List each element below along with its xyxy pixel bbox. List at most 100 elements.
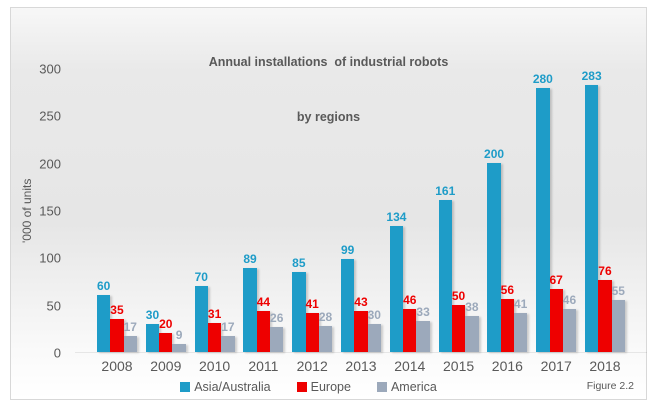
bar-america-2018: 55 <box>612 284 625 352</box>
bar-group-2008: 60 35 17 <box>97 69 137 352</box>
bar-value-asia-australia-2018: 283 <box>581 69 602 84</box>
bar-europe-2012: 41 <box>305 297 319 352</box>
bar-value-asia-australia-2015: 161 <box>435 184 456 199</box>
bar-value-europe-2014: 46 <box>403 292 417 307</box>
y-axis: 0 50 100 150 200 250 300 <box>31 62 67 361</box>
bar-value-america-2016: 41 <box>514 297 528 312</box>
bar-value-america-2012: 28 <box>318 309 333 324</box>
bar-group-2014: 134 46 33 <box>386 69 430 352</box>
x-tick-2008: 2008 <box>101 358 133 374</box>
x-tick-2018: 2018 <box>589 358 621 374</box>
bar-europe-2015: 50 <box>452 289 465 352</box>
bar-value-america-2018: 55 <box>611 284 625 299</box>
bar-europe-2011: 44 <box>257 295 270 352</box>
legend-label-america: America <box>390 380 437 394</box>
x-tick-2013: 2013 <box>345 358 377 374</box>
bar-asia-australia-2016: 200 <box>484 147 504 352</box>
bar-asia-australia-2015: 161 <box>435 184 455 352</box>
legend-swatch-america <box>376 382 387 392</box>
y-tick-0: 0 <box>53 345 61 361</box>
bar-value-asia-australia-2016: 200 <box>484 147 505 162</box>
legend-label-europe: Europe <box>310 380 351 394</box>
chart-title: Annual installations of industrial robot… <box>11 17 646 162</box>
bar-value-europe-2010: 31 <box>207 306 222 321</box>
bar-value-asia-australia-2008: 60 <box>96 279 111 294</box>
bar-value-america-2017: 46 <box>562 292 577 307</box>
chart-frame: Annual installations of industrial robot… <box>10 7 647 400</box>
y-tick-50: 50 <box>46 298 61 314</box>
y-tick-100: 100 <box>39 250 61 266</box>
bar-value-america-2008: 17 <box>123 319 137 334</box>
legend: Asia/Australia Europe America <box>11 380 606 394</box>
bar-value-asia-australia-2017: 280 <box>532 71 553 86</box>
x-tick-2009: 2009 <box>150 358 182 374</box>
bar-value-europe-2009: 20 <box>159 317 173 332</box>
bar-asia-australia-2012: 85 <box>292 256 306 352</box>
bar-europe-2013: 43 <box>354 295 368 352</box>
bar-group-2012: 85 41 28 <box>292 69 332 352</box>
bar-america-2010: 17 <box>221 320 235 352</box>
legend-swatch-europe <box>296 382 307 392</box>
y-tick-250: 250 <box>39 108 61 124</box>
bar-asia-australia-2008: 60 <box>97 279 110 352</box>
bar-value-asia-australia-2010: 70 <box>194 269 208 284</box>
bar-group-2013: 99 43 30 <box>341 69 381 352</box>
bar-america-2012: 28 <box>319 310 332 352</box>
bar-asia-australia-2018: 283 <box>582 69 602 352</box>
bar-value-america-2011: 26 <box>270 311 284 326</box>
chart-title-line1: Annual installations of industrial robot… <box>208 55 449 70</box>
bar-asia-australia-2014: 134 <box>386 210 406 352</box>
bar-value-asia-australia-2014: 134 <box>386 209 407 224</box>
bar-group-2016: 200 56 41 <box>484 69 528 352</box>
y-tick-200: 200 <box>39 156 61 172</box>
x-axis: 2008 2009 2010 2011 2012 2013 2014 2015 2016 2017… <box>75 358 647 374</box>
y-tick-150: 150 <box>39 203 61 219</box>
bar-europe-2016: 56 <box>501 283 514 352</box>
bar-europe-2017: 67 <box>549 273 563 352</box>
bar-america-2014: 33 <box>416 305 430 352</box>
bar-value-europe-2011: 44 <box>256 294 271 309</box>
legend-item-america: America <box>376 380 437 394</box>
x-tick-2012: 2012 <box>296 358 328 374</box>
bar-value-asia-australia-2011: 89 <box>243 252 257 267</box>
bar-america-2017: 46 <box>563 293 576 352</box>
x-tick-2011: 2011 <box>248 358 279 374</box>
bar-group-2015: 161 50 38 <box>435 69 479 352</box>
bar-america-2015: 38 <box>465 300 479 352</box>
bar-value-europe-2018: 76 <box>598 264 612 279</box>
bar-value-america-2009: 9 <box>175 327 183 342</box>
x-tick-2015: 2015 <box>443 358 475 374</box>
bar-group-2009: 30 20 9 <box>146 69 186 352</box>
bar-value-america-2015: 38 <box>465 300 479 315</box>
y-tick-300: 300 <box>39 61 61 77</box>
figure-caption: Figure 2.2 <box>586 380 634 392</box>
bar-europe-2010: 31 <box>208 307 221 352</box>
bar-europe-2018: 76 <box>598 264 612 352</box>
bar-group-2018: 283 76 55 <box>582 69 625 352</box>
bar-group-2017: 280 67 46 <box>533 69 576 352</box>
x-tick-2016: 2016 <box>491 358 523 374</box>
x-tick-2010: 2010 <box>199 358 231 374</box>
bar-value-america-2014: 33 <box>416 304 430 319</box>
bar-value-europe-2008: 35 <box>110 302 124 317</box>
bar-europe-2009: 20 <box>159 317 172 352</box>
x-tick-2017: 2017 <box>540 358 572 374</box>
bar-value-america-2010: 17 <box>221 319 235 334</box>
bar-europe-2008: 35 <box>110 303 124 352</box>
bar-europe-2014: 46 <box>403 293 416 352</box>
plot-area: 60 35 17 30 20 9 70 31 17 89 44 26 85 41 28 99 43 30 134 46… <box>75 69 647 353</box>
bar-value-europe-2017: 67 <box>549 272 563 287</box>
legend-item-europe: Europe <box>296 380 351 394</box>
bar-value-europe-2012: 41 <box>305 297 319 312</box>
bar-value-europe-2015: 50 <box>451 288 466 303</box>
bar-value-america-2013: 30 <box>367 307 381 322</box>
bar-america-2009: 9 <box>172 328 186 352</box>
legend-item-asia-australia: Asia/Australia <box>180 380 271 394</box>
legend-swatch-asia-australia <box>180 382 191 392</box>
bar-asia-australia-2017: 280 <box>533 72 553 352</box>
bar-value-asia-australia-2012: 85 <box>292 255 306 270</box>
bar-asia-australia-2010: 70 <box>195 270 208 352</box>
bar-value-europe-2013: 43 <box>354 295 368 310</box>
legend-label-asia-australia: Asia/Australia <box>194 380 271 394</box>
bar-asia-australia-2013: 99 <box>341 243 354 352</box>
